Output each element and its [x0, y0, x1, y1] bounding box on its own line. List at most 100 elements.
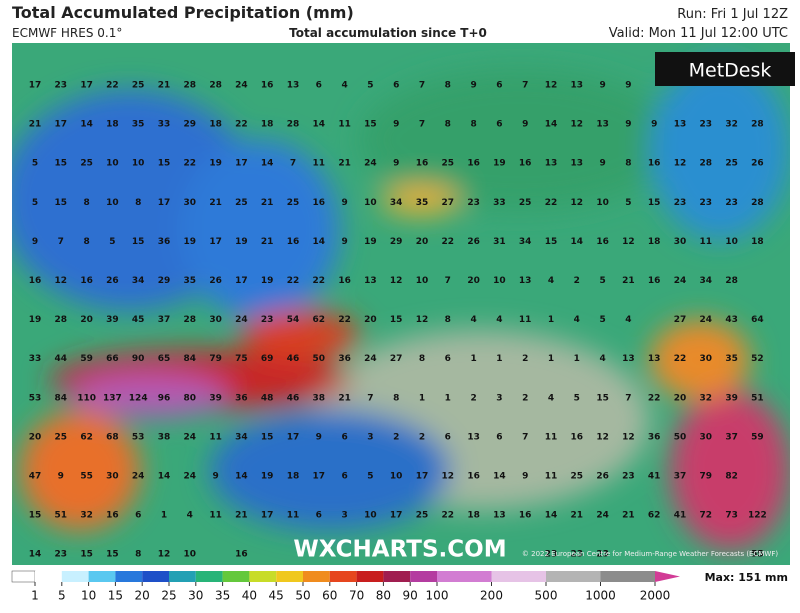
grid-value: 23 [55, 550, 68, 560]
grid-value: 21 [338, 159, 351, 169]
grid-value: 30 [106, 472, 119, 482]
watermark: WXCHARTS.COM [293, 537, 506, 563]
grid-value: 38 [158, 432, 171, 442]
grid-value: 7 [625, 393, 631, 403]
grid-value: 22 [674, 354, 687, 364]
grid-value: 26 [209, 276, 222, 286]
grid-value: 14 [313, 120, 326, 130]
grid-value: 5 [574, 393, 580, 403]
grid-value: 12 [622, 432, 635, 442]
logo: MetDesk [689, 60, 772, 82]
grid-value: 53 [29, 393, 42, 403]
grid-value: 19 [184, 237, 197, 247]
grid-value: 41 [648, 472, 661, 482]
colorbar-label: 35 [215, 589, 230, 603]
grid-value: 32 [700, 393, 713, 403]
grid-value: 16 [235, 550, 248, 560]
grid-value: 62 [648, 511, 661, 521]
grid-value: 16 [467, 159, 480, 169]
grid-value: 5 [367, 81, 373, 91]
colorbar-label: 20 [135, 589, 150, 603]
grid-value: 19 [493, 159, 506, 169]
colorbar-label: 80 [376, 589, 391, 603]
grid-value: 110 [77, 393, 96, 403]
grid-value: 22 [235, 120, 248, 130]
grid-value: 37 [725, 432, 738, 442]
grid-value: 28 [287, 120, 300, 130]
grid-value: 16 [467, 472, 480, 482]
grid-value: 21 [622, 511, 635, 521]
colorbar-label: 200 [480, 589, 503, 603]
colorbar-swatch [169, 571, 196, 582]
grid-value: 24 [235, 81, 248, 91]
grid-value: 25 [519, 198, 532, 208]
grid-value: 23 [545, 550, 558, 560]
grid-value: 6 [135, 511, 141, 521]
grid-value: 21 [235, 511, 248, 521]
grid-value: 55 [80, 472, 93, 482]
grid-value: 84 [55, 393, 68, 403]
grid-value: 28 [751, 120, 764, 130]
model: ECMWF HRES 0.1° [12, 26, 122, 40]
grid-value: 21 [622, 276, 635, 286]
grid-value: 84 [184, 354, 197, 364]
colorbar-swatch [491, 571, 546, 582]
grid-value: 2 [522, 393, 528, 403]
grid-value: 17 [80, 81, 93, 91]
grid-value: 15 [545, 237, 558, 247]
grid-value: 15 [364, 120, 377, 130]
grid-value: 8 [445, 120, 451, 130]
grid-value: 3 [367, 432, 373, 442]
grid-value: 30 [209, 315, 222, 325]
grid-value: 9 [393, 120, 399, 130]
colorbar-label: 50 [295, 589, 310, 603]
grid-value: 29 [390, 237, 403, 247]
grid-value: 68 [106, 432, 119, 442]
grid-value: 26 [106, 276, 119, 286]
grid-value: 10 [364, 511, 377, 521]
grid-value: 124 [129, 393, 148, 403]
grid-value: 64 [751, 315, 764, 325]
grid-value: 1 [470, 354, 476, 364]
grid-value: 50 [313, 354, 326, 364]
grid-value: 33 [493, 198, 506, 208]
colorbar-label: 45 [269, 589, 284, 603]
grid-value: 18 [106, 120, 119, 130]
grid-value: 33 [29, 354, 42, 364]
grid-value: 29 [184, 120, 197, 130]
grid-value: 30 [700, 354, 713, 364]
grid-value: 53 [132, 432, 145, 442]
grid-value: 35 [184, 276, 197, 286]
grid-value: 21 [571, 511, 584, 521]
grid-value: 16 [596, 237, 609, 247]
colorbar-swatch [142, 571, 169, 582]
grid-value: 122 [748, 511, 767, 521]
grid-value: 1 [548, 315, 554, 325]
grid-value: 4 [496, 315, 502, 325]
grid-value: 52 [751, 354, 764, 364]
grid-value: 13 [674, 120, 687, 130]
grid-value: 23 [700, 120, 713, 130]
colorbar-swatch [222, 571, 250, 582]
grid-value: 26 [467, 237, 480, 247]
grid-value: 13 [571, 159, 584, 169]
grid-value: 11 [338, 120, 351, 130]
grid-value: 24 [596, 511, 609, 521]
grid-value: 14 [545, 120, 558, 130]
grid-value: 62 [313, 315, 326, 325]
grid-value: 11 [700, 237, 713, 247]
colorbar-swatch [249, 571, 277, 582]
grid-value: 16 [338, 276, 351, 286]
grid-value: 20 [29, 432, 42, 442]
grid-value: 20 [467, 276, 480, 286]
grid-value: 37 [674, 472, 687, 482]
grid-value: 30 [184, 198, 197, 208]
colorbar-label: 10 [81, 589, 96, 603]
grid-value: 9 [393, 159, 399, 169]
grid-value: 6 [496, 120, 502, 130]
grid-value: 11 [209, 432, 222, 442]
grid-value: 20 [364, 315, 377, 325]
grid-value: 50 [674, 432, 687, 442]
grid-value: 25 [55, 432, 68, 442]
grid-value: 10 [596, 198, 609, 208]
